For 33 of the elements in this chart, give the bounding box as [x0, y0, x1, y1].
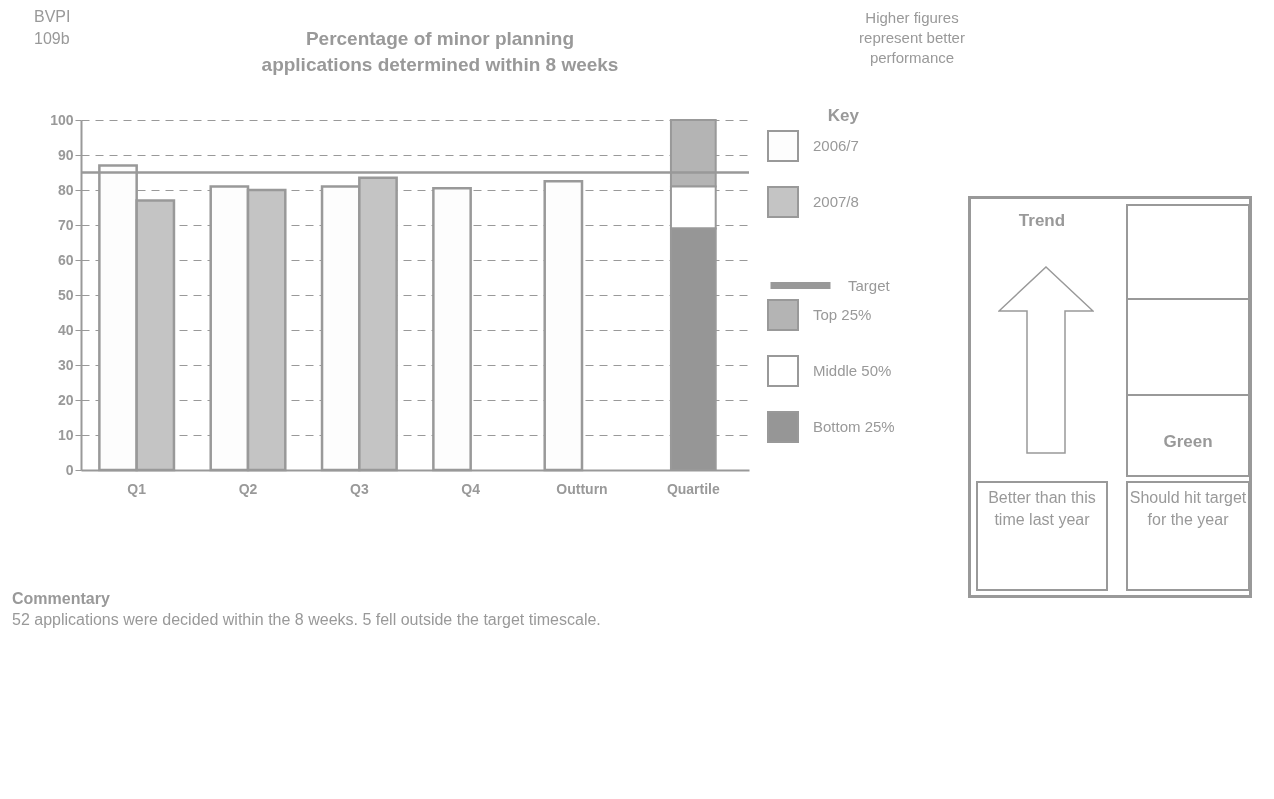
- text: 52 applications were decided within the 8 weeks. 5 fell outside the target timescale.: [12, 611, 601, 629]
- x-tick-label: Quartile: [666, 480, 720, 497]
- y-tick-label: 30: [57, 356, 74, 373]
- y-tick-label: 50: [57, 286, 74, 303]
- text: BVPI 109b: [34, 7, 72, 49]
- y-tick-label: 0: [65, 461, 74, 478]
- legend-label: 2006/7: [813, 137, 859, 154]
- y-tick-label: 90: [57, 146, 74, 163]
- x-tick-label: Outturn: [556, 480, 608, 497]
- legend-label: Target: [848, 276, 891, 294]
- y-tick-label: 20: [57, 391, 74, 408]
- y-tick-label: 40: [57, 321, 74, 338]
- x-tick-label: Q2: [238, 480, 258, 497]
- text: Should hit target for the year: [1126, 481, 1250, 591]
- y-tick-label: 80: [57, 181, 74, 198]
- y-tick-label: 70: [57, 216, 74, 233]
- y-tick-label: 60: [57, 251, 74, 268]
- legend-title: Key: [827, 106, 860, 125]
- legend-label: Middle 50%: [813, 362, 892, 379]
- text: Better than this time last year: [976, 481, 1108, 591]
- legend-label: 2007/8: [813, 193, 859, 210]
- x-tick-label: Q3: [349, 480, 369, 497]
- y-tick-label: 10: [57, 426, 74, 443]
- chart-title: Percentage of minor planning applications determined within 8 weeks: [260, 27, 620, 77]
- legend-label: Bottom 25%: [813, 418, 895, 435]
- x-tick-label: Q1: [127, 480, 147, 497]
- text: Commentary: [12, 590, 110, 608]
- text: Green: [1126, 394, 1250, 477]
- y-tick-label: 100: [50, 111, 74, 128]
- legend-label: Top 25%: [813, 306, 872, 323]
- x-tick-label: Q4: [461, 480, 481, 497]
- text: Higher figures represent better performance: [858, 8, 966, 68]
- text: Trend: [1017, 211, 1067, 231]
